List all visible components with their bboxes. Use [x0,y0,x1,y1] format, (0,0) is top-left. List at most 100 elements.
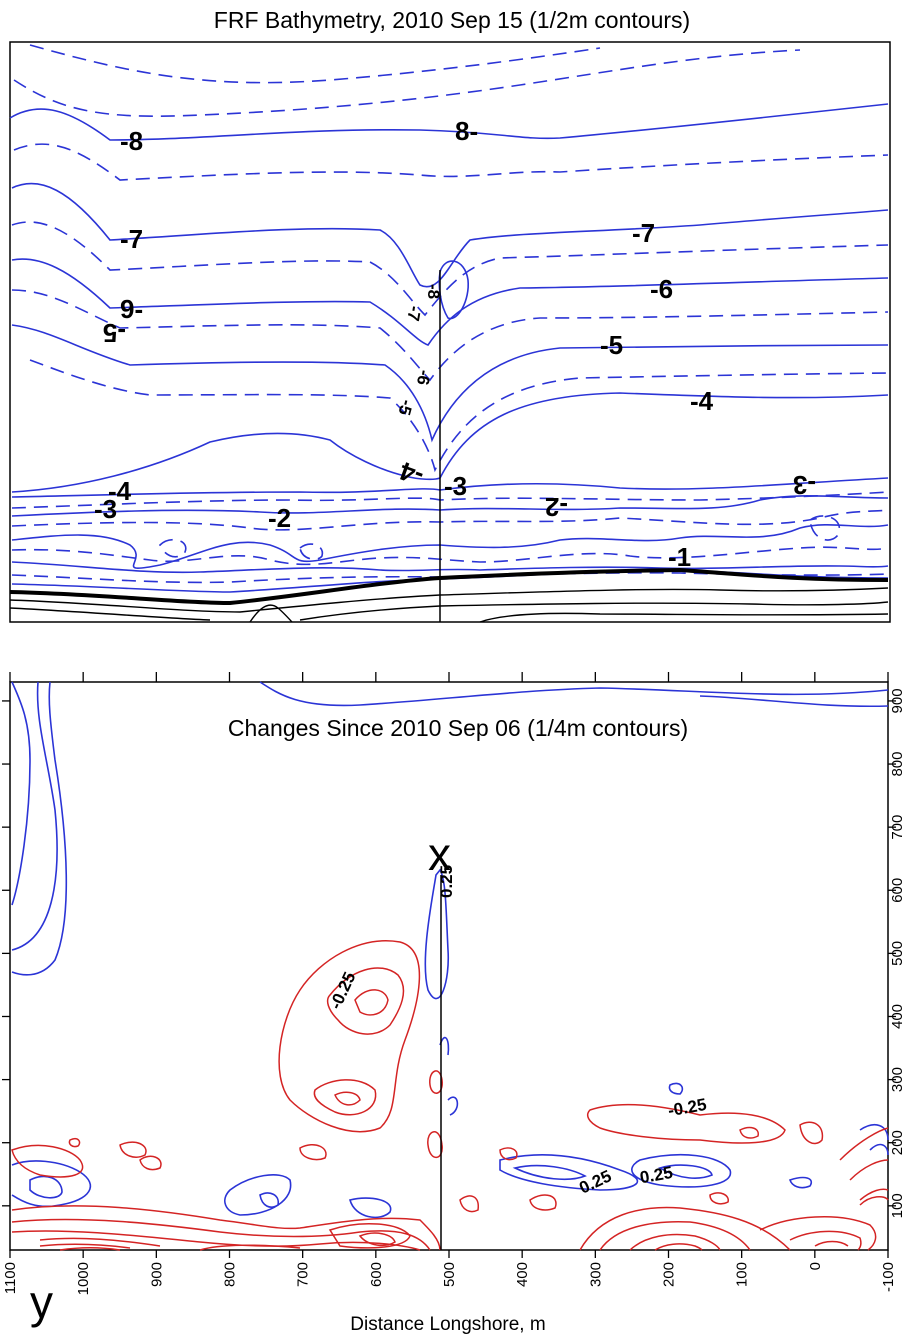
contour-label: -4 [690,386,714,416]
x-tick-label: 1100 [2,1262,19,1294]
contour-line [11,561,889,574]
contour-label: -8 [424,284,443,299]
contour-line [259,681,889,707]
y-tick-label: 800 [889,752,906,777]
contour-line [859,1188,889,1201]
contour-line [29,359,889,473]
x-tick-label: 600 [368,1262,385,1287]
contour-line [499,1154,639,1191]
x-ticks-top [9,672,889,682]
y-tick-label: 600 [889,878,906,903]
x-tick-label: 900 [148,1262,165,1287]
changes-title: Changes Since 2010 Sep 06 (1/4m contours… [228,715,688,741]
contour-line [299,1144,327,1161]
x-tick-label: 1000 [75,1262,92,1295]
contour-line [709,1192,729,1205]
changes-plot-frame [9,681,889,1251]
contour-line [11,546,889,566]
land-contour [9,601,889,621]
contour-label: -3 [793,470,816,500]
y-tick-label: 700 [889,815,906,840]
contour-line [859,1124,889,1141]
contour-line [139,1155,162,1171]
x-tick-label: 200 [661,1262,678,1287]
contour-line [68,1137,81,1148]
contour-line [447,1096,459,1116]
contour-line [39,1237,301,1251]
contour-line [739,1126,759,1139]
contour-line [13,49,801,117]
contour-line [789,1230,862,1251]
x-marker: x [428,828,451,880]
contour-line [11,523,889,569]
x-tick-label: 500 [441,1262,458,1287]
x-tick-label: 300 [587,1262,604,1287]
contour-line [529,1194,557,1211]
contour-label: 0.25 [437,865,456,898]
contour-line [759,1216,877,1251]
contour-line [11,1144,84,1178]
contour-label: -6 [650,274,673,304]
contour-line [631,1154,732,1188]
contour-label: -5 [600,330,623,360]
contour-label: -6 [413,368,434,386]
contour-line [629,1233,721,1251]
contour-line [11,258,889,346]
contour-line [313,1079,377,1116]
contour-line [354,989,389,1016]
contour-line [11,1160,92,1208]
land-contour [479,612,889,623]
contour-line [259,1192,280,1208]
contour-line [512,1164,587,1181]
contour-label: 8- [455,116,478,146]
contour-line [11,289,889,382]
contour-line [11,681,68,976]
contour-line [11,509,889,531]
contour-line [11,1218,431,1251]
contour-line [9,103,889,141]
contour-label: -2 [545,492,568,522]
contour-line [699,695,889,708]
x-tick-label: 800 [222,1262,239,1287]
contour-line [429,1070,443,1094]
x-axis-label: Distance Longshore, m [350,1314,545,1335]
contour-label: 9- [120,294,143,324]
contour-line [799,1121,824,1145]
contour-line [658,1164,713,1179]
bathymetry-title: FRF Bathymetry, 2010 Sep 15 (1/2m contou… [214,7,690,33]
y-tick-label: 900 [889,688,906,713]
contour-line [299,543,324,561]
contour-label: -8 [120,126,143,156]
contour-line [499,1147,518,1161]
contour-line [424,868,450,1000]
y-tick-labels: 100 200 300 400 500 600 700 800 900 [2,688,906,1218]
y-marker: y [30,1276,53,1328]
contour-line [278,940,421,1133]
contour-label: -2 [268,503,291,533]
contour-line [11,681,58,951]
bathymetry-panel: FRF Bathymetry, 2010 Sep 15 (1/2m contou… [9,7,891,623]
contour-line [654,1243,703,1251]
contour-line [13,143,889,181]
x-tick-labels: 1100 1000 900 800 700 600 500 400 300 200 100 0 -100 [2,1250,897,1295]
contour-line [839,1127,889,1161]
x-tick-label: 0 [807,1262,824,1270]
changes-panel: x y Changes Since 2010 Sep 06 (1/4m cont… [2,672,906,1335]
contour-line [39,1243,131,1251]
contour-line [668,1082,684,1095]
x-tick-label: 700 [295,1262,312,1287]
contour-line [11,221,889,317]
contour-line [788,1176,812,1189]
x-tick-label: 400 [514,1262,531,1287]
contour-line [869,1143,889,1156]
changes-red-contours [11,940,889,1251]
contour-line [859,1195,889,1206]
contour-line [358,1232,396,1247]
contour-line [814,1240,849,1247]
y-tick-label: 100 [889,1193,906,1218]
contour-label: -5 [394,398,416,418]
contour-line [328,1223,411,1249]
contour-label: -3 [94,494,117,524]
x-tick-label: 100 [734,1262,751,1287]
